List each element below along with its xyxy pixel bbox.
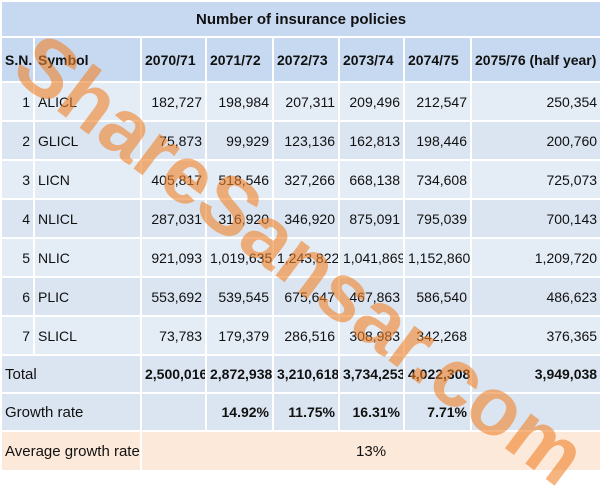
value-cell: 4 bbox=[0, 198, 35, 239]
value-cell: 875,091 bbox=[338, 198, 405, 239]
symbol-cell: PLIC bbox=[33, 276, 142, 317]
symbol-cell: GLICL bbox=[33, 120, 142, 161]
value-cell: 99,929 bbox=[205, 120, 274, 161]
value-cell: 346,920 bbox=[272, 198, 340, 239]
average-label: Average growth rate bbox=[0, 430, 142, 472]
value-cell: 1,243,822 bbox=[272, 237, 340, 278]
value-cell: 1,152,860 bbox=[403, 237, 472, 278]
title-row: Number of insurance policies bbox=[0, 0, 600, 38]
column-header: 2071/72 bbox=[205, 36, 274, 83]
value-cell: 553,692 bbox=[140, 276, 207, 317]
tot-row: Growth rate 14.92% 11.75% 16.31% 7.71% bbox=[0, 392, 600, 432]
value-cell: 4,022,308 bbox=[403, 354, 472, 394]
value-cell: 250,354 bbox=[469, 81, 600, 122]
data-row: 7 SLICL 73,783 179,379 286,516 308,983 342,268… bbox=[0, 315, 600, 356]
value-cell: 539,545 bbox=[205, 276, 274, 317]
value-cell: 2,500,016 bbox=[140, 354, 207, 394]
value-cell: 795,039 bbox=[403, 198, 472, 239]
value-cell: 287,031 bbox=[140, 198, 207, 239]
symbol-cell: NLICL bbox=[33, 198, 142, 239]
growth-rate-label: Growth rate bbox=[0, 392, 142, 432]
value-cell: 6 bbox=[0, 276, 35, 317]
value-cell: 1,019,635 bbox=[205, 237, 274, 278]
column-header: 2070/71 bbox=[140, 36, 207, 83]
table-title: Number of insurance policies bbox=[0, 0, 600, 38]
data-row: 6 PLIC 553,692 539,545 675,647 467,863 586,540… bbox=[0, 276, 600, 317]
value-cell: 700,143 bbox=[469, 198, 600, 239]
value-cell: 200,760 bbox=[469, 120, 600, 161]
value-cell: 921,093 bbox=[140, 237, 207, 278]
symbol-cell: LICN bbox=[33, 159, 142, 200]
value-cell: 3,949,038 bbox=[469, 354, 600, 394]
value-cell: 316,920 bbox=[205, 198, 274, 239]
value-cell: 1,041,869 bbox=[338, 237, 405, 278]
value-cell: 586,540 bbox=[403, 276, 472, 317]
value-cell: 11.75% bbox=[272, 392, 340, 432]
value-cell: 308,983 bbox=[338, 315, 405, 356]
data-row: 2 GLICL 75,873 99,929 123,136 162,813 198,446 2… bbox=[0, 120, 600, 161]
head-row: S.N. Symbol 2070/71 2071/72 2072/73 2073/74 20… bbox=[0, 36, 600, 83]
average-value: 13% bbox=[139, 430, 600, 472]
value-cell: 7.71% bbox=[403, 392, 472, 432]
value-cell: 123,136 bbox=[272, 120, 340, 161]
value-cell: 675,647 bbox=[272, 276, 340, 317]
value-cell: 467,863 bbox=[338, 276, 405, 317]
data-row: 3 LICN 405,817 518,546 327,266 668,138 734,608… bbox=[0, 159, 600, 200]
value-cell: 1,209,720 bbox=[469, 237, 600, 278]
data-row: 4 NLICL 287,031 316,920 346,920 875,091 795,03… bbox=[0, 198, 600, 239]
value-cell: 3 bbox=[0, 159, 35, 200]
value-cell bbox=[140, 392, 207, 432]
value-cell: 5 bbox=[0, 237, 35, 278]
value-cell: 75,873 bbox=[140, 120, 207, 161]
column-header: Symbol bbox=[33, 36, 142, 83]
data-row: 1 ALICL 182,727 198,984 207,311 209,496 212,54… bbox=[0, 81, 600, 122]
symbol-cell: SLICL bbox=[33, 315, 142, 356]
symbol-cell: ALICL bbox=[33, 81, 142, 122]
value-cell: 207,311 bbox=[272, 81, 340, 122]
value-cell: 182,727 bbox=[140, 81, 207, 122]
column-header: 2072/73 bbox=[272, 36, 340, 83]
value-cell: 14.92% bbox=[205, 392, 274, 432]
value-cell: 179,379 bbox=[205, 315, 274, 356]
value-cell: 2,872,938 bbox=[205, 354, 274, 394]
value-cell: 518,546 bbox=[205, 159, 274, 200]
value-cell: 327,266 bbox=[272, 159, 340, 200]
symbol-cell: NLIC bbox=[33, 237, 142, 278]
value-cell: 342,268 bbox=[403, 315, 472, 356]
value-cell: 162,813 bbox=[338, 120, 405, 161]
total-label: Total bbox=[0, 354, 142, 394]
policy-table: Number of insurance policies S.N. Symbol 20… bbox=[0, 0, 600, 472]
value-cell: 668,138 bbox=[338, 159, 405, 200]
value-cell: 3,210,618 bbox=[272, 354, 340, 394]
column-header: S.N. bbox=[0, 36, 35, 83]
column-header: 2074/75 bbox=[403, 36, 472, 83]
value-cell: 198,984 bbox=[205, 81, 274, 122]
value-cell: 1 bbox=[0, 81, 35, 122]
column-header: 2073/74 bbox=[338, 36, 405, 83]
tot-row: Total 2,500,016 2,872,938 3,210,618 3,734,25… bbox=[0, 354, 600, 394]
value-cell: 486,623 bbox=[469, 276, 600, 317]
value-cell: 16.31% bbox=[338, 392, 405, 432]
value-cell bbox=[469, 392, 600, 432]
value-cell: 3,734,253 bbox=[338, 354, 405, 394]
value-cell: 376,365 bbox=[469, 315, 600, 356]
value-cell: 212,547 bbox=[403, 81, 472, 122]
value-cell: 209,496 bbox=[338, 81, 405, 122]
value-cell: 73,783 bbox=[140, 315, 207, 356]
value-cell: 734,608 bbox=[403, 159, 472, 200]
value-cell: 7 bbox=[0, 315, 35, 356]
avg-row: Average growth rate 13% bbox=[0, 430, 600, 472]
value-cell: 405,817 bbox=[140, 159, 207, 200]
value-cell: 286,516 bbox=[272, 315, 340, 356]
column-header: 2075/76 (half year) bbox=[469, 36, 600, 83]
data-row: 5 NLIC 921,093 1,019,635 1,243,822 1,041,869 1… bbox=[0, 237, 600, 278]
value-cell: 2 bbox=[0, 120, 35, 161]
value-cell: 725,073 bbox=[469, 159, 600, 200]
value-cell: 198,446 bbox=[403, 120, 472, 161]
